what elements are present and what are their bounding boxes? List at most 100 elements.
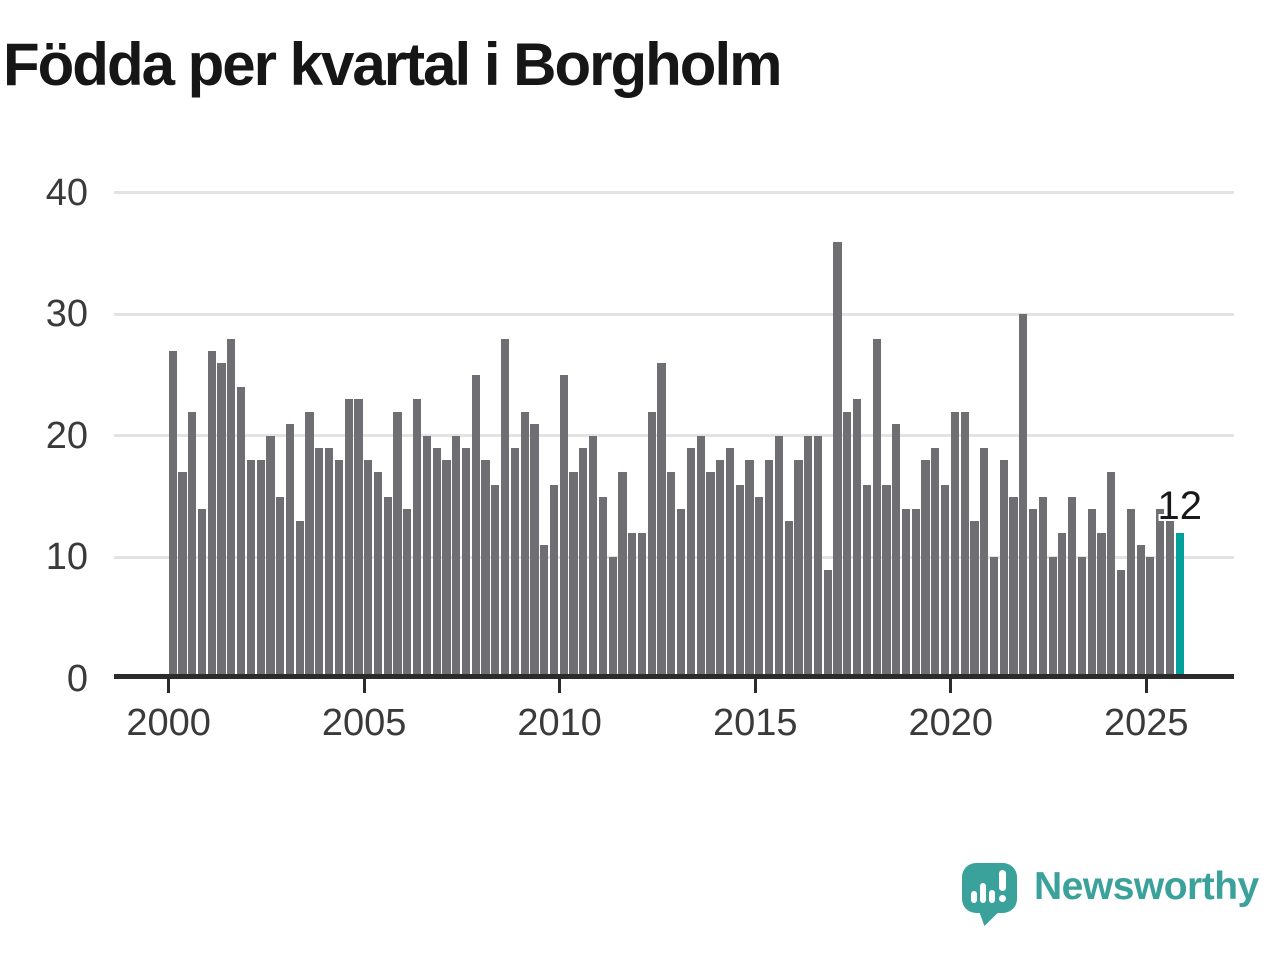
bar-2006-q2 [413, 399, 422, 679]
bar-2018-q1 [872, 338, 881, 679]
latest-value-label: 12 [1157, 484, 1202, 529]
bar-2024-q3 [1126, 508, 1135, 679]
bar-2013-q1 [677, 508, 686, 679]
bar-2019-q1 [911, 508, 920, 679]
bar-2005-q1 [364, 460, 373, 679]
bar-2010-q3 [579, 448, 588, 679]
bar-2004-q2 [334, 460, 343, 679]
bar-2006-q3 [422, 435, 431, 679]
bar-2007-q2 [452, 435, 461, 679]
bar-2025-q4-highlighted [1175, 533, 1184, 679]
bar-2007-q3 [461, 448, 471, 679]
bar-2000-q3 [188, 411, 197, 679]
bar-2023-q4 [1097, 533, 1106, 679]
bar-2014-q3 [735, 484, 744, 679]
bar-2025-q1 [1146, 557, 1155, 679]
bar-2022-q2 [1038, 496, 1047, 679]
bar-2011-q3 [618, 472, 627, 679]
x-axis-tick-label: 2000 [126, 702, 211, 744]
x-axis-tick-label: 2010 [517, 702, 602, 744]
x-axis-tick-2015 [753, 679, 757, 693]
x-axis-tick-label: 2005 [321, 702, 407, 744]
bar-2018-q2 [882, 484, 891, 679]
x-axis-line [114, 674, 1234, 679]
newsworthy-logo: Newsworthy [962, 862, 1280, 932]
bar-2001-q2 [217, 363, 226, 679]
bar-2001-q1 [207, 350, 216, 679]
bar-2013-q3 [696, 435, 705, 679]
bar-2000-q1 [168, 350, 177, 679]
bar-2021-q1 [989, 557, 999, 679]
bar-2016-q1 [794, 460, 803, 679]
newsworthy-speech-bubble-icon [962, 863, 1017, 913]
logo-chart-bar-icon [989, 890, 995, 903]
bar-2022-q1 [1028, 508, 1038, 679]
bar-2008-q3 [501, 338, 510, 679]
bar-2003-q4 [315, 448, 324, 679]
y-axis-tick-label: 0 [66, 657, 88, 700]
bar-2023-q3 [1087, 508, 1096, 679]
bar-2017-q1 [833, 241, 842, 679]
x-axis-tick-2000 [167, 679, 171, 693]
bar-2018-q4 [901, 508, 911, 679]
logo-exclamation-dot-icon [999, 895, 1006, 902]
bar-2010-q4 [589, 435, 598, 679]
bar-2024-q2 [1116, 569, 1126, 679]
bar-2015-q1 [755, 496, 764, 679]
gridline-y-30 [114, 312, 1234, 316]
bar-2005-q3 [383, 496, 392, 679]
bar-2012-q2 [647, 411, 656, 679]
bar-2022-q3 [1048, 557, 1057, 679]
bar-2015-q2 [764, 460, 774, 679]
bar-2014-q1 [716, 460, 725, 679]
chart-title: Födda per kvartal i Borgholm [3, 31, 782, 98]
bar-2016-q4 [823, 569, 832, 679]
bar-2025-q3 [1165, 520, 1175, 679]
bar-2004-q1 [325, 448, 334, 679]
bar-2012-q3 [657, 363, 666, 679]
logo-exclamation-icon [999, 870, 1006, 891]
bar-2020-q3 [970, 520, 979, 679]
bar-2006-q4 [432, 448, 441, 679]
logo-chart-bar-icon [980, 883, 986, 903]
bar-2011-q2 [608, 557, 617, 679]
x-axis-tick-2005 [362, 679, 366, 693]
bar-2008-q1 [481, 460, 490, 679]
bar-2023-q1 [1068, 496, 1077, 679]
bar-2022-q4 [1058, 533, 1067, 679]
newsworthy-logo-text: Newsworthy [1034, 865, 1259, 908]
bar-2019-q3 [931, 448, 940, 679]
bar-2003-q1 [285, 423, 295, 679]
gridline-y-40 [114, 191, 1234, 195]
bar-2000-q2 [178, 472, 187, 679]
bar-2016-q2 [804, 435, 813, 679]
bar-2021-q3 [1009, 496, 1018, 679]
bar-2012-q4 [667, 472, 676, 679]
bar-2007-q4 [471, 375, 480, 679]
x-axis-tick-2010 [558, 679, 562, 693]
x-axis-tick-label: 2015 [712, 702, 798, 744]
bar-2025-q2 [1156, 508, 1165, 679]
bar-2017-q3 [852, 399, 862, 679]
bar-2002-q2 [256, 460, 265, 679]
bar-2023-q2 [1077, 557, 1087, 679]
bar-2011-q4 [628, 533, 637, 679]
bar-2017-q2 [843, 411, 852, 679]
bar-2012-q1 [637, 533, 647, 679]
bar-2009-q1 [520, 411, 529, 679]
bar-2002-q1 [246, 460, 255, 679]
bar-2015-q3 [774, 435, 783, 679]
bar-2018-q3 [892, 423, 901, 679]
bar-2024-q1 [1107, 472, 1116, 679]
x-axis-tick-label: 2020 [908, 702, 994, 744]
bar-2010-q1 [559, 375, 568, 679]
bar-2006-q1 [403, 508, 412, 679]
bar-2003-q3 [305, 411, 314, 679]
bar-2001-q3 [227, 338, 236, 679]
y-axis-tick-label: 30 [45, 293, 88, 336]
bar-2015-q4 [784, 520, 793, 679]
bar-2024-q4 [1136, 545, 1145, 679]
x-axis-tick-label: 2025 [1104, 702, 1189, 744]
